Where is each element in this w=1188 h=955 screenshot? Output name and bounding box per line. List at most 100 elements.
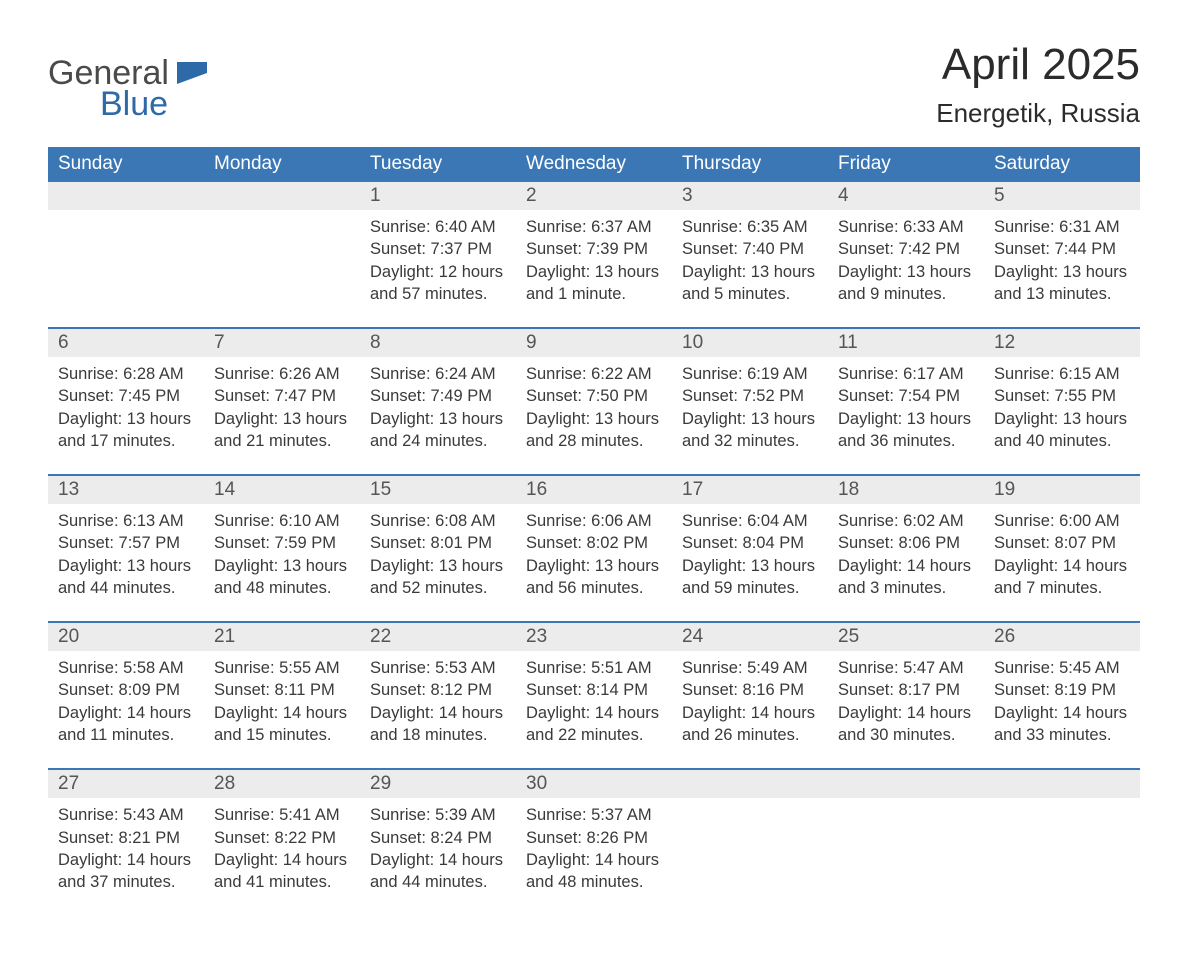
day-sr: Sunrise: 6:28 AM	[58, 363, 194, 385]
day-detail-cell	[672, 798, 828, 915]
day-number-cell: 30	[516, 769, 672, 798]
day-detail-cell: Sunrise: 5:43 AMSunset: 8:21 PMDaylight:…	[48, 798, 204, 915]
day-number-cell: 10	[672, 328, 828, 357]
day-ss: Sunset: 7:45 PM	[58, 385, 194, 407]
week-detail-row: Sunrise: 6:40 AMSunset: 7:37 PMDaylight:…	[48, 210, 1140, 328]
day-sr: Sunrise: 6:08 AM	[370, 510, 506, 532]
day-number-cell: 11	[828, 328, 984, 357]
day-d1: Daylight: 14 hours	[838, 702, 974, 724]
day-d2: and 40 minutes.	[994, 430, 1130, 452]
day-sr: Sunrise: 6:06 AM	[526, 510, 662, 532]
day-d1: Daylight: 14 hours	[370, 702, 506, 724]
day-d2: and 26 minutes.	[682, 724, 818, 746]
day-ss: Sunset: 8:16 PM	[682, 679, 818, 701]
day-detail-cell	[984, 798, 1140, 915]
day-ss: Sunset: 8:21 PM	[58, 827, 194, 849]
day-ss: Sunset: 8:04 PM	[682, 532, 818, 554]
location-label: Energetik, Russia	[936, 98, 1140, 129]
day-number-cell	[672, 769, 828, 798]
day-sr: Sunrise: 5:39 AM	[370, 804, 506, 826]
day-detail-cell: Sunrise: 6:17 AMSunset: 7:54 PMDaylight:…	[828, 357, 984, 475]
day-number-cell: 23	[516, 622, 672, 651]
day-sr: Sunrise: 5:43 AM	[58, 804, 194, 826]
week-detail-row: Sunrise: 5:58 AMSunset: 8:09 PMDaylight:…	[48, 651, 1140, 769]
day-number-cell: 25	[828, 622, 984, 651]
day-d2: and 37 minutes.	[58, 871, 194, 893]
day-sr: Sunrise: 6:24 AM	[370, 363, 506, 385]
day-number-cell: 16	[516, 475, 672, 504]
week-daynum-row: 12345	[48, 182, 1140, 210]
day-d2: and 52 minutes.	[370, 577, 506, 599]
week-daynum-row: 13141516171819	[48, 475, 1140, 504]
day-detail-cell: Sunrise: 6:00 AMSunset: 8:07 PMDaylight:…	[984, 504, 1140, 622]
day-ss: Sunset: 8:19 PM	[994, 679, 1130, 701]
day-sr: Sunrise: 6:35 AM	[682, 216, 818, 238]
day-ss: Sunset: 7:50 PM	[526, 385, 662, 407]
day-sr: Sunrise: 6:10 AM	[214, 510, 350, 532]
day-d2: and 30 minutes.	[838, 724, 974, 746]
day-sr: Sunrise: 6:31 AM	[994, 216, 1130, 238]
day-d1: Daylight: 14 hours	[994, 555, 1130, 577]
day-d1: Daylight: 13 hours	[58, 408, 194, 430]
day-detail-cell: Sunrise: 5:45 AMSunset: 8:19 PMDaylight:…	[984, 651, 1140, 769]
day-number-cell: 13	[48, 475, 204, 504]
day-number-cell: 29	[360, 769, 516, 798]
day-number-cell: 2	[516, 182, 672, 210]
day-detail-cell: Sunrise: 5:37 AMSunset: 8:26 PMDaylight:…	[516, 798, 672, 915]
day-detail-cell: Sunrise: 6:04 AMSunset: 8:04 PMDaylight:…	[672, 504, 828, 622]
day-sr: Sunrise: 5:53 AM	[370, 657, 506, 679]
day-d2: and 56 minutes.	[526, 577, 662, 599]
day-detail-cell: Sunrise: 6:26 AMSunset: 7:47 PMDaylight:…	[204, 357, 360, 475]
day-of-week-row: Sunday Monday Tuesday Wednesday Thursday…	[48, 147, 1140, 182]
day-d2: and 3 minutes.	[838, 577, 974, 599]
day-ss: Sunset: 8:09 PM	[58, 679, 194, 701]
day-number-cell: 14	[204, 475, 360, 504]
day-number-cell: 24	[672, 622, 828, 651]
day-d1: Daylight: 14 hours	[526, 849, 662, 871]
day-ss: Sunset: 8:07 PM	[994, 532, 1130, 554]
day-d1: Daylight: 14 hours	[58, 702, 194, 724]
day-detail-cell	[828, 798, 984, 915]
day-d1: Daylight: 13 hours	[58, 555, 194, 577]
dow-tuesday: Tuesday	[360, 147, 516, 182]
day-detail-cell: Sunrise: 6:02 AMSunset: 8:06 PMDaylight:…	[828, 504, 984, 622]
day-d1: Daylight: 13 hours	[526, 408, 662, 430]
day-ss: Sunset: 8:12 PM	[370, 679, 506, 701]
day-ss: Sunset: 8:14 PM	[526, 679, 662, 701]
day-detail-cell: Sunrise: 6:08 AMSunset: 8:01 PMDaylight:…	[360, 504, 516, 622]
calendar-table: Sunday Monday Tuesday Wednesday Thursday…	[48, 147, 1140, 915]
day-sr: Sunrise: 5:51 AM	[526, 657, 662, 679]
day-detail-cell: Sunrise: 5:47 AMSunset: 8:17 PMDaylight:…	[828, 651, 984, 769]
day-d2: and 48 minutes.	[526, 871, 662, 893]
day-ss: Sunset: 8:24 PM	[370, 827, 506, 849]
week-detail-row: Sunrise: 6:28 AMSunset: 7:45 PMDaylight:…	[48, 357, 1140, 475]
day-detail-cell: Sunrise: 5:41 AMSunset: 8:22 PMDaylight:…	[204, 798, 360, 915]
calendar-body: 12345Sunrise: 6:40 AMSunset: 7:37 PMDayl…	[48, 182, 1140, 915]
logo-flag-icon	[177, 62, 207, 89]
day-number-cell: 18	[828, 475, 984, 504]
day-ss: Sunset: 7:49 PM	[370, 385, 506, 407]
day-sr: Sunrise: 5:47 AM	[838, 657, 974, 679]
day-ss: Sunset: 8:06 PM	[838, 532, 974, 554]
dow-saturday: Saturday	[984, 147, 1140, 182]
day-d1: Daylight: 13 hours	[994, 261, 1130, 283]
day-ss: Sunset: 7:47 PM	[214, 385, 350, 407]
day-ss: Sunset: 7:44 PM	[994, 238, 1130, 260]
day-d1: Daylight: 13 hours	[838, 261, 974, 283]
day-ss: Sunset: 8:02 PM	[526, 532, 662, 554]
dow-friday: Friday	[828, 147, 984, 182]
day-sr: Sunrise: 6:19 AM	[682, 363, 818, 385]
day-number-cell: 28	[204, 769, 360, 798]
day-detail-cell: Sunrise: 6:28 AMSunset: 7:45 PMDaylight:…	[48, 357, 204, 475]
day-detail-cell: Sunrise: 6:15 AMSunset: 7:55 PMDaylight:…	[984, 357, 1140, 475]
day-d2: and 32 minutes.	[682, 430, 818, 452]
day-detail-cell: Sunrise: 6:35 AMSunset: 7:40 PMDaylight:…	[672, 210, 828, 328]
day-ss: Sunset: 7:42 PM	[838, 238, 974, 260]
day-d1: Daylight: 13 hours	[682, 408, 818, 430]
day-d2: and 59 minutes.	[682, 577, 818, 599]
day-detail-cell: Sunrise: 5:51 AMSunset: 8:14 PMDaylight:…	[516, 651, 672, 769]
day-detail-cell: Sunrise: 6:24 AMSunset: 7:49 PMDaylight:…	[360, 357, 516, 475]
day-d2: and 1 minute.	[526, 283, 662, 305]
day-number-cell	[48, 182, 204, 210]
day-ss: Sunset: 7:55 PM	[994, 385, 1130, 407]
